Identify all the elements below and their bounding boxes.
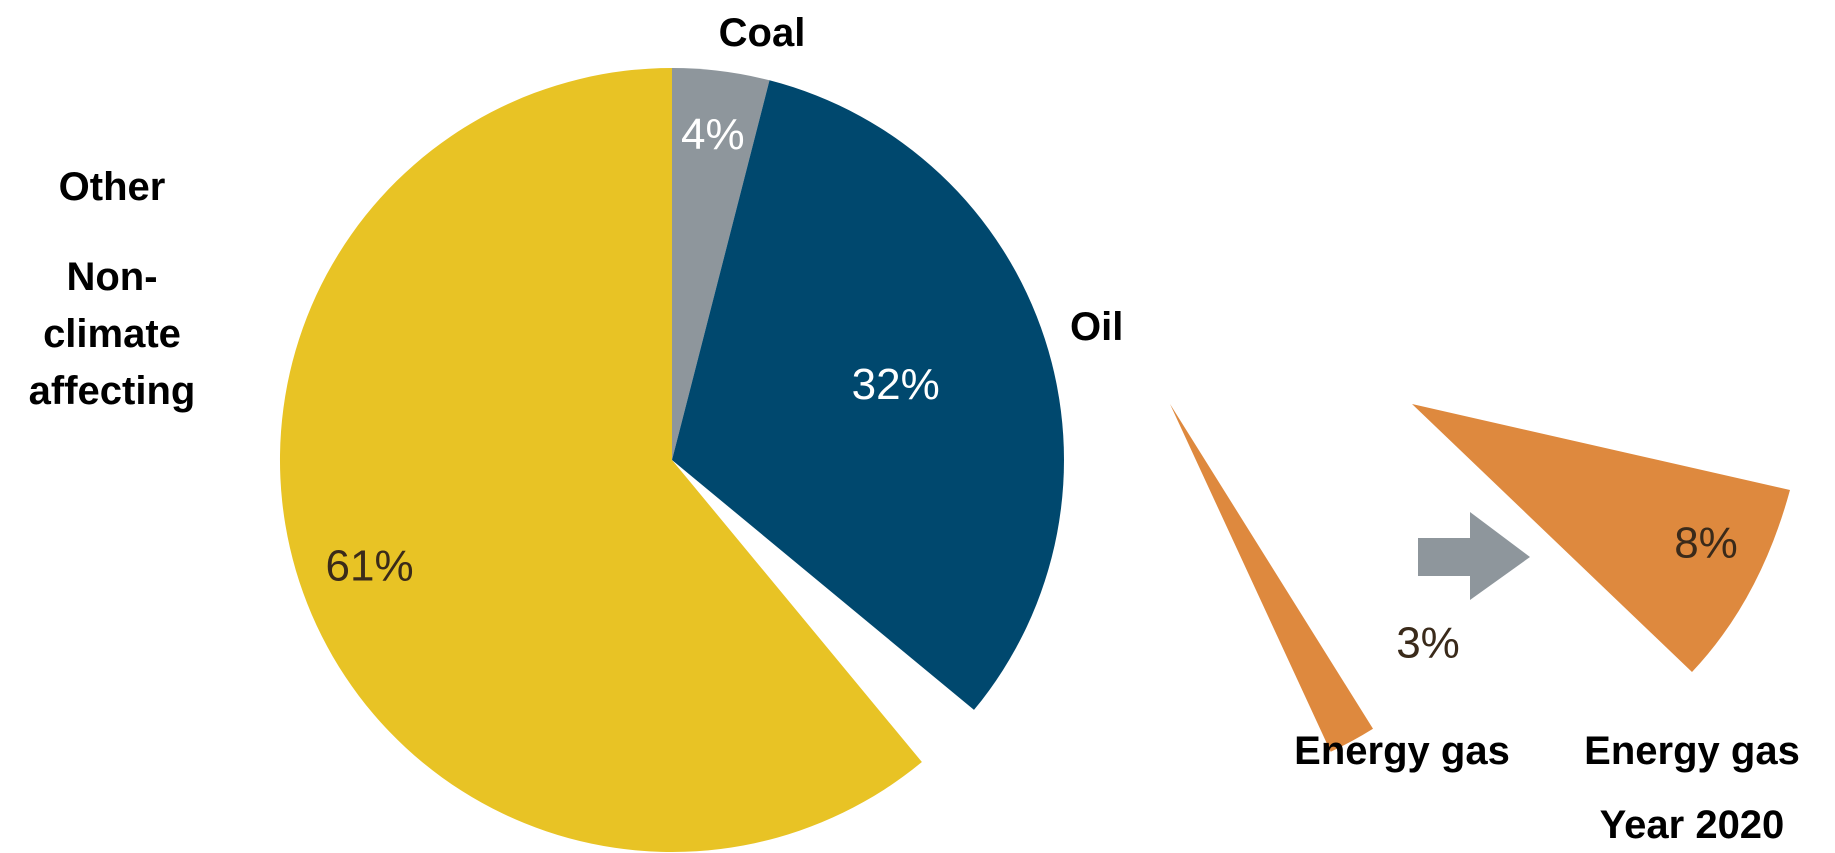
- other-non-climate-affecting-slice: [279, 67, 922, 852]
- energy-gas-label-current: Energy gas: [1294, 729, 1510, 773]
- coal-label: Coal: [719, 11, 806, 55]
- oil-label: Oil: [1070, 305, 1123, 349]
- energy-gas-label-2020: Energy gas: [1584, 729, 1800, 773]
- non-climate-label-3: affecting: [29, 369, 196, 413]
- year-2020-label: Year 2020: [1600, 803, 1785, 847]
- oil-value-label: 32%: [852, 360, 940, 409]
- other-non-climate-affecting-value-label: 61%: [326, 542, 414, 591]
- transition-arrow: [1418, 512, 1530, 600]
- non-climate-label-2: climate: [43, 312, 181, 356]
- pie-slices: 4% 32% 3% 61% 8%: [279, 67, 1790, 852]
- energy-gas-value-label: 3%: [1396, 619, 1460, 668]
- energy-gas-2020-slice: [1412, 404, 1790, 672]
- energy-gas-2020-value-label: 8%: [1674, 519, 1738, 568]
- other-label: Other: [59, 165, 166, 209]
- energy-gas-slice: [1170, 404, 1373, 752]
- oil-slice: [672, 80, 1064, 710]
- coal-slice: [672, 67, 770, 460]
- right-arrow-icon: [1418, 512, 1530, 600]
- coal-value-label: 4%: [681, 110, 745, 159]
- non-climate-label-1: Non-: [66, 255, 157, 299]
